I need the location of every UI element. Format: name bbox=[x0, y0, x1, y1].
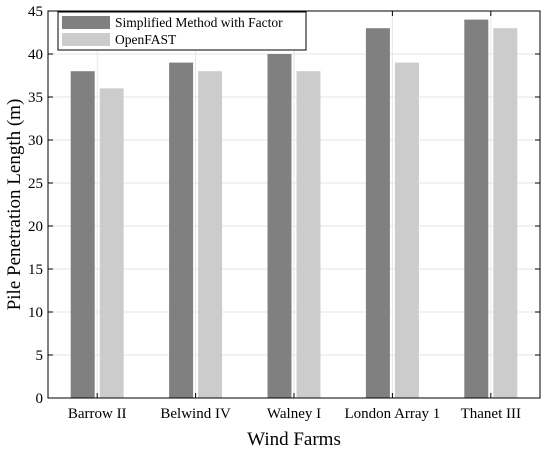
y-tick-label: 25 bbox=[28, 176, 43, 192]
y-tick-label: 5 bbox=[36, 348, 44, 364]
y-tick-label: 0 bbox=[36, 391, 44, 407]
legend-swatch-simplified bbox=[62, 16, 110, 29]
legend-label-openfast: OpenFAST bbox=[115, 32, 177, 47]
bar-simplified bbox=[169, 62, 194, 398]
y-tick-label: 30 bbox=[28, 133, 43, 149]
grid-lines bbox=[48, 11, 540, 398]
y-tick-label: 35 bbox=[28, 90, 43, 106]
legend-label-simplified: Simplified Method with Factor bbox=[115, 15, 283, 30]
x-tick-label: London Array 1 bbox=[344, 406, 440, 422]
y-tick-label: 20 bbox=[28, 219, 43, 235]
bar-openfast bbox=[296, 71, 321, 398]
bar-simplified bbox=[267, 54, 292, 398]
x-axis-label: Wind Farms bbox=[247, 429, 341, 450]
legend-swatch-openfast bbox=[62, 33, 110, 46]
x-axis-ticks: Barrow II Belwind IV Walney I London Array … bbox=[68, 11, 521, 422]
x-tick-label: Thanet III bbox=[461, 406, 521, 422]
y-tick-label: 45 bbox=[28, 4, 43, 20]
legend: Simplified Method with Factor OpenFAST bbox=[57, 11, 307, 51]
y-tick-label: 40 bbox=[28, 47, 43, 63]
bar-simplified bbox=[365, 28, 390, 398]
x-tick-label: Belwind IV bbox=[160, 406, 231, 422]
bar-openfast bbox=[394, 62, 419, 398]
bars bbox=[70, 19, 518, 399]
x-tick-label: Barrow II bbox=[68, 406, 127, 422]
bar-openfast bbox=[99, 88, 124, 399]
bar-openfast bbox=[198, 71, 223, 398]
bar-openfast bbox=[493, 28, 518, 398]
y-axis-label: Pile Penetration Length (m) bbox=[4, 99, 25, 311]
y-tick-label: 10 bbox=[28, 305, 43, 321]
x-tick-label: Walney I bbox=[267, 406, 321, 422]
y-tick-label: 15 bbox=[28, 262, 43, 278]
bar-simplified bbox=[464, 19, 489, 398]
y-axis-ticks: 0 5 10 15 20 25 30 35 40 45 bbox=[28, 4, 540, 407]
bar-simplified bbox=[70, 71, 95, 398]
